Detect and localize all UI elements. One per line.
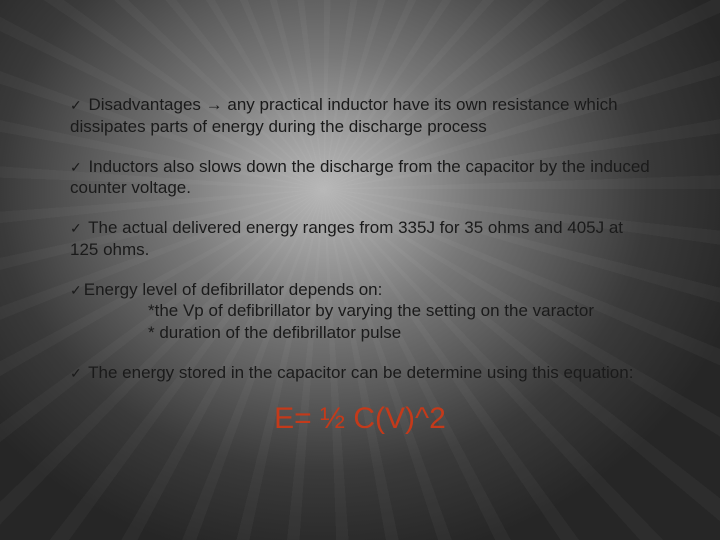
bullet-text: Inductors also slows down the discharge … <box>70 157 650 198</box>
slide-content: ✓ Disadvantages → any practical inductor… <box>70 94 650 436</box>
bullet-item: ✓ Inductors also slows down the discharg… <box>70 156 650 200</box>
check-icon: ✓ <box>70 97 82 113</box>
slide: ✓ Disadvantages → any practical inductor… <box>0 0 720 540</box>
sub-item: *the Vp of defibrillator by varying the … <box>148 300 650 322</box>
bullet-item: ✓ The energy stored in the capacitor can… <box>70 362 650 384</box>
bullet-text: Energy level of defibrillator depends on… <box>84 280 383 299</box>
bullet-text: The actual delivered energy ranges from … <box>70 218 623 259</box>
bullet-text: Disadvantages → any practical inductor h… <box>70 95 618 136</box>
bullet-item: ✓ The actual delivered energy ranges fro… <box>70 217 650 261</box>
bullet-item: ✓ Disadvantages → any practical inductor… <box>70 94 650 138</box>
check-icon: ✓ <box>70 220 82 236</box>
sub-item: * duration of the defibrillator pulse <box>148 322 650 344</box>
check-icon: ✓ <box>70 365 82 381</box>
check-icon: ✓ <box>70 282 82 298</box>
equation: E= ½ C(V)^2 <box>70 402 650 436</box>
bullet-item: ✓Energy level of defibrillator depends o… <box>70 279 650 344</box>
bullet-text: The energy stored in the capacitor can b… <box>84 363 634 382</box>
check-icon: ✓ <box>70 159 82 175</box>
